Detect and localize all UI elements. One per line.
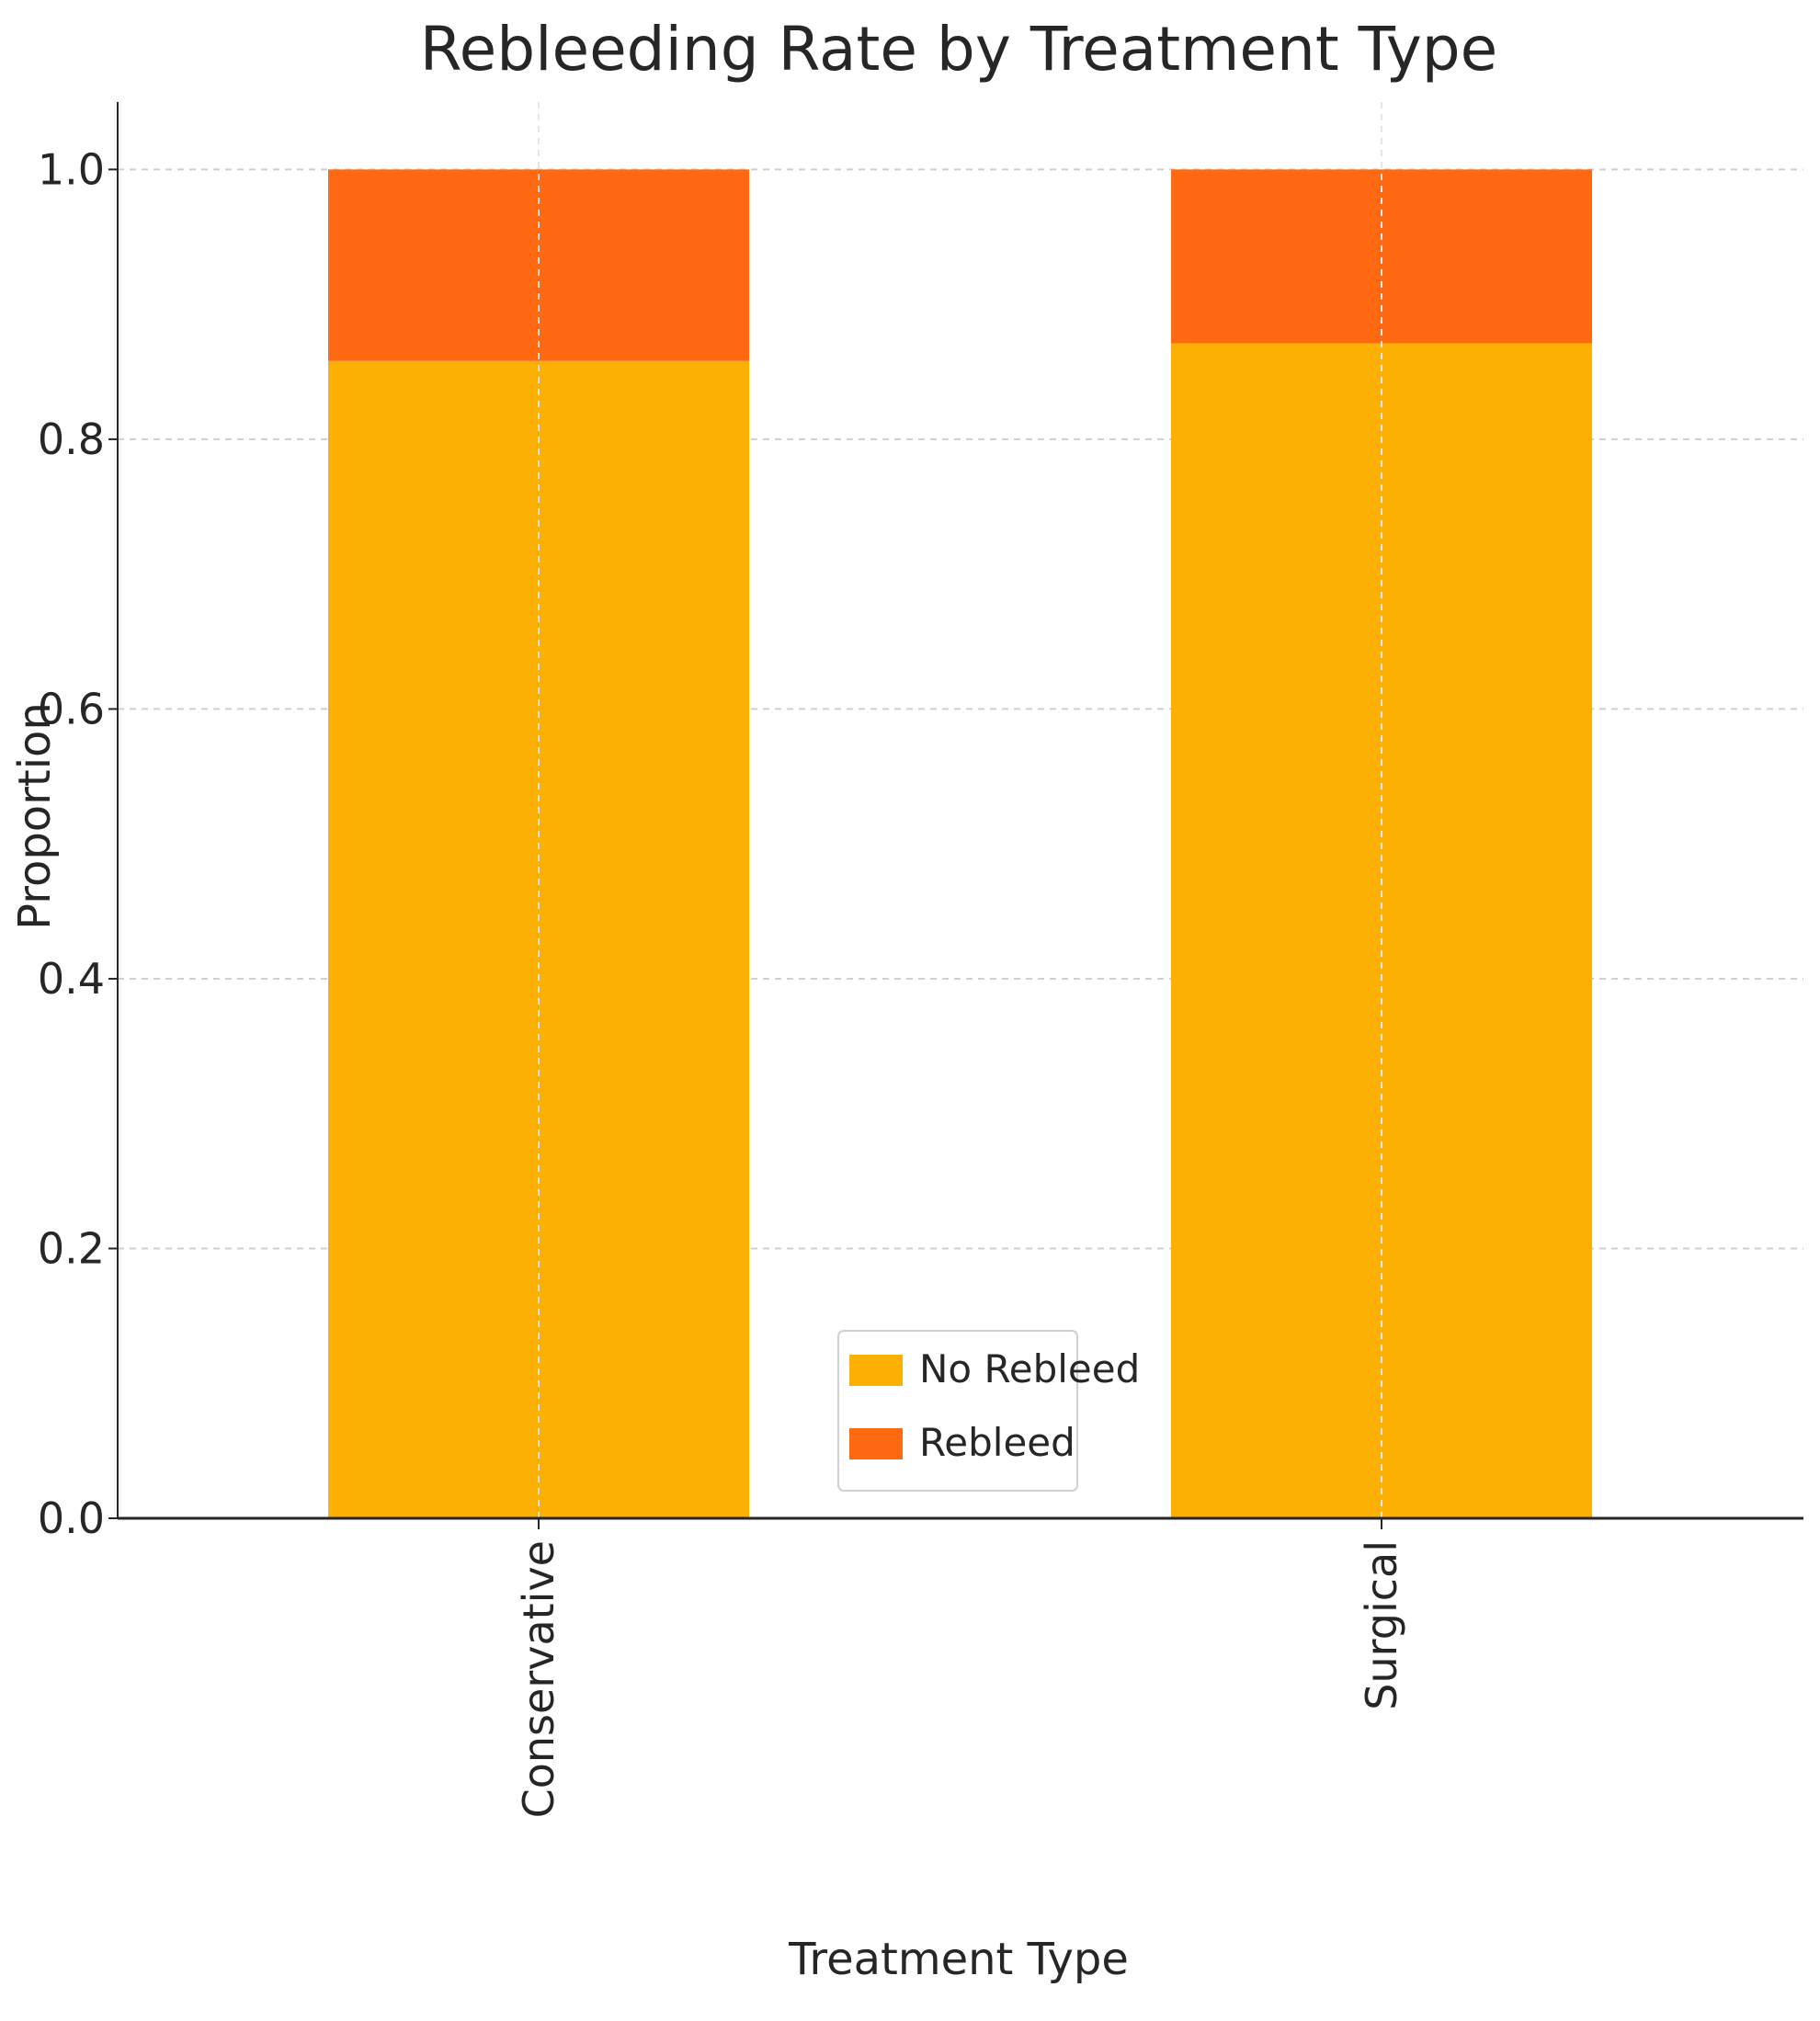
y-tick-label: 0.0 — [38, 1493, 105, 1543]
legend-swatch — [849, 1355, 903, 1386]
y-tick-label: 1.0 — [38, 144, 105, 194]
bars — [328, 102, 1592, 1519]
y-tick-label: 0.8 — [38, 414, 105, 464]
legend: No Rebleed Rebleed — [837, 1330, 1140, 1492]
chart-title: Rebleeding Rate by Treatment Type — [420, 14, 1498, 85]
x-axis-label: Treatment Type — [788, 1934, 1129, 1985]
y-axis-label: Proportion — [9, 702, 61, 930]
y-tick-label: 0.6 — [38, 684, 105, 733]
x-ticks: Conservative Surgical — [514, 1518, 1406, 1818]
y-tick-label: 0.2 — [38, 1223, 105, 1273]
x-tick-label: Conservative — [514, 1540, 563, 1818]
legend-swatch — [849, 1428, 903, 1459]
legend-label: Rebleed — [919, 1420, 1075, 1465]
y-tick-label: 0.4 — [38, 954, 105, 1004]
y-ticks: 0.0 0.2 0.4 0.6 0.8 1.0 — [38, 144, 118, 1543]
axes — [117, 102, 1803, 1520]
x-tick-label: Surgical — [1357, 1540, 1406, 1710]
legend-label: No Rebleed — [919, 1346, 1140, 1391]
